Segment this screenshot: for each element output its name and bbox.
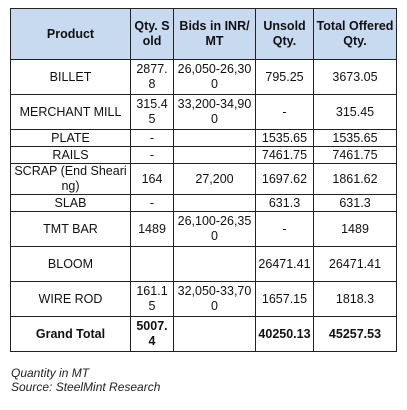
cell-total: 1489: [313, 211, 397, 247]
table-footer: Quantity in MT Source: SteelMint Researc…: [11, 366, 160, 394]
header-unsold-qty: Unsold Qty.: [255, 8, 314, 60]
grand-total-qty-sold: 5007.4: [130, 316, 174, 352]
cell-unsold: 26471.41: [255, 246, 314, 282]
cell-product: BLOOM: [10, 246, 131, 282]
cell-qty-sold: 161.15: [130, 281, 174, 317]
cell-bids: 32,050-33,700: [173, 281, 256, 317]
cell-product: RAILS: [10, 146, 131, 164]
cell-unsold: 1535.65: [255, 129, 314, 147]
cell-qty-sold: 315.45: [130, 94, 174, 130]
cell-bids: [173, 246, 256, 282]
cell-bids: 33,200-34,900: [173, 94, 256, 130]
unit-note: Quantity in MT: [11, 366, 90, 380]
cell-qty-sold: [130, 246, 174, 282]
grand-total-bids: [173, 316, 256, 352]
header-bids: Bids in INR/MT: [173, 8, 256, 60]
auction-results-table: Product Qty. Sold Bids in INR/MT Unsold …: [10, 8, 397, 352]
cell-total: 1861.62: [313, 163, 397, 195]
auction-table-container: Product Qty. Sold Bids in INR/MT Unsold …: [10, 8, 397, 352]
table-header-row: Product Qty. Sold Bids in INR/MT Unsold …: [10, 8, 397, 60]
cell-bids: 27,200: [173, 163, 256, 195]
cell-unsold: 1657.15: [255, 281, 314, 317]
table-row: SCRAP (End Shearing) 164 27,200 1697.62 …: [10, 163, 397, 195]
cell-unsold: 7461.75: [255, 146, 314, 164]
cell-product: BILLET: [10, 59, 131, 95]
cell-product: TMT BAR: [10, 211, 131, 247]
cell-qty-sold: -: [130, 194, 174, 212]
table-row: SLAB - 631.3 631.3: [10, 194, 397, 212]
source-note: Source: SteelMint Research: [11, 380, 161, 394]
cell-total: 7461.75: [313, 146, 397, 164]
cell-total: 26471.41: [313, 246, 397, 282]
cell-qty-sold: 2877.8: [130, 59, 174, 95]
cell-qty-sold: -: [130, 146, 174, 164]
cell-total: 3673.05: [313, 59, 397, 95]
cell-product: SLAB: [10, 194, 131, 212]
cell-bids: [173, 194, 256, 212]
cell-product: SCRAP (End Shearing): [10, 163, 131, 195]
cell-unsold: 631.3: [255, 194, 314, 212]
header-total-offered: Total Offered Qty.: [313, 8, 397, 60]
table-row: WIRE ROD 161.15 32,050-33,700 1657.15 18…: [10, 281, 397, 317]
grand-total-label: Grand Total: [10, 316, 131, 352]
table-row: BLOOM 26471.41 26471.41: [10, 246, 397, 282]
cell-total: 1535.65: [313, 129, 397, 147]
cell-unsold: -: [255, 94, 314, 130]
cell-unsold: 1697.62: [255, 163, 314, 195]
cell-unsold: -: [255, 211, 314, 247]
cell-bids: 26,100-26,350: [173, 211, 256, 247]
grand-total-unsold: 40250.13: [255, 316, 314, 352]
cell-bids: [173, 146, 256, 164]
cell-qty-sold: 1489: [130, 211, 174, 247]
cell-product: PLATE: [10, 129, 131, 147]
table-row: MERCHANT MILL 315.45 33,200-34,900 - 315…: [10, 94, 397, 130]
cell-qty-sold: -: [130, 129, 174, 147]
cell-total: 631.3: [313, 194, 397, 212]
cell-qty-sold: 164: [130, 163, 174, 195]
header-qty-sold: Qty. Sold: [130, 8, 174, 60]
header-product: Product: [10, 8, 131, 60]
grand-total-total: 45257.53: [313, 316, 397, 352]
table-row: BILLET 2877.8 26,050-26,300 795.25 3673.…: [10, 59, 397, 95]
cell-bids: [173, 129, 256, 147]
cell-total: 315.45: [313, 94, 397, 130]
table-row: RAILS - 7461.75 7461.75: [10, 146, 397, 164]
grand-total-row: Grand Total 5007.4 40250.13 45257.53: [10, 316, 397, 352]
cell-product: MERCHANT MILL: [10, 94, 131, 130]
table-row: PLATE - 1535.65 1535.65: [10, 129, 397, 147]
cell-bids: 26,050-26,300: [173, 59, 256, 95]
table-row: TMT BAR 1489 26,100-26,350 - 1489: [10, 211, 397, 247]
cell-product: WIRE ROD: [10, 281, 131, 317]
cell-unsold: 795.25: [255, 59, 314, 95]
cell-total: 1818.3: [313, 281, 397, 317]
